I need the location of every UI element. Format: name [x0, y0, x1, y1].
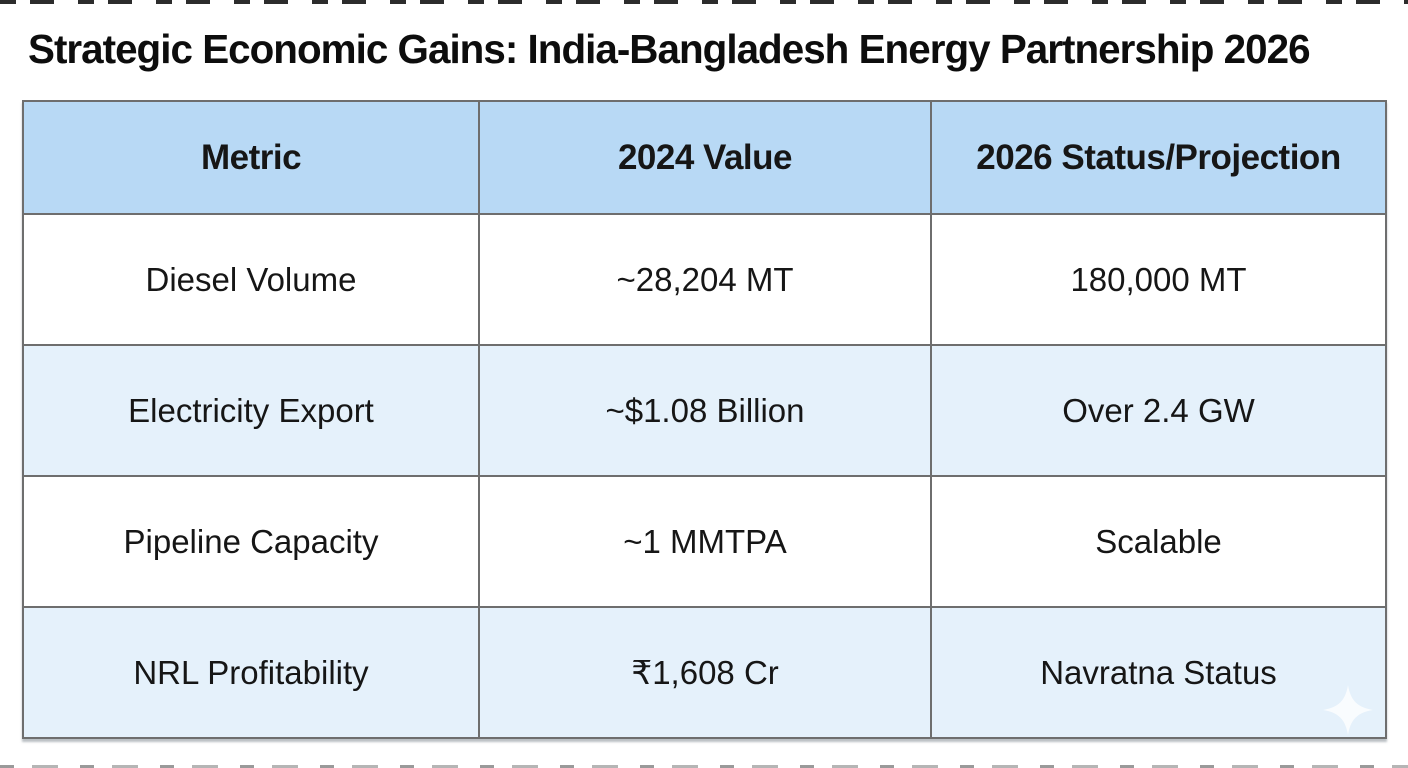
cell-2026-status: Over 2.4 GW: [930, 344, 1387, 477]
table-row-nrl-profitability: NRL Profitability ₹1,608 Cr Navratna Sta…: [22, 606, 1387, 739]
table-row-pipeline-capacity: Pipeline Capacity ~1 MMTPA Scalable: [22, 475, 1387, 608]
column-header-metric: Metric: [22, 100, 480, 215]
cropped-text-artifact-bottom: [0, 765, 1408, 768]
cell-metric: Electricity Export: [22, 344, 480, 477]
cell-2024-value: ₹1,608 Cr: [478, 606, 932, 739]
cell-metric: NRL Profitability: [22, 606, 480, 739]
energy-partnership-table: Metric 2024 Value 2026 Status/Projection…: [22, 100, 1387, 739]
table-header-row: Metric 2024 Value 2026 Status/Projection: [22, 100, 1387, 215]
cell-metric: Diesel Volume: [22, 213, 480, 346]
column-header-2026-status-projection: 2026 Status/Projection: [930, 100, 1387, 215]
column-header-2024-value: 2024 Value: [478, 100, 932, 215]
table-row-diesel-volume: Diesel Volume ~28,204 MT 180,000 MT: [22, 213, 1387, 346]
cell-2026-status: Navratna Status: [930, 606, 1387, 739]
cell-2024-value: ~28,204 MT: [478, 213, 932, 346]
cell-2024-value: ~1 MMTPA: [478, 475, 932, 608]
cell-2026-status: Scalable: [930, 475, 1387, 608]
table-row-electricity-export: Electricity Export ~$1.08 Billion Over 2…: [22, 344, 1387, 477]
cropped-text-artifact-top: [0, 0, 1408, 4]
cell-2024-value: ~$1.08 Billion: [478, 344, 932, 477]
cell-2026-status: 180,000 MT: [930, 213, 1387, 346]
cell-metric: Pipeline Capacity: [22, 475, 480, 608]
page-title: Strategic Economic Gains: India-Banglade…: [28, 26, 1311, 72]
